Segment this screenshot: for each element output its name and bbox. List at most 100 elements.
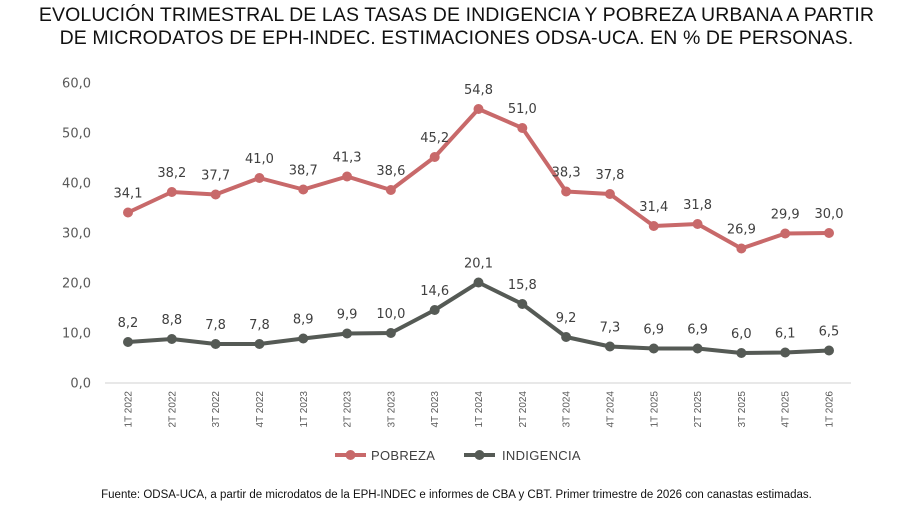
y-axis-ticks: 0,0 10,0 20,0 30,0 40,0 50,0 60,0 bbox=[62, 77, 91, 392]
data-point-pobreza bbox=[385, 185, 396, 195]
data-point-pobreza bbox=[123, 207, 133, 218]
x-tick-label: 1T 2022 bbox=[124, 391, 135, 428]
data-label-indigencia: 6,9 bbox=[687, 323, 708, 338]
x-tick-label: 4T 2024 bbox=[605, 391, 616, 428]
data-label-indigencia: 7,3 bbox=[600, 321, 621, 336]
y-tick-label: 40,0 bbox=[62, 177, 91, 192]
data-label-indigencia: 15,8 bbox=[508, 278, 537, 293]
data-point-indigencia bbox=[604, 341, 615, 352]
x-axis-ticks: 1T 2022 2T 2022 3T 2022 4T 2022 1T 2023 2T 20… bbox=[124, 391, 836, 428]
data-label-pobreza: 51,0 bbox=[508, 102, 537, 117]
data-label-indigencia: 6,5 bbox=[819, 325, 840, 340]
data-label-indigencia: 20,1 bbox=[464, 257, 493, 272]
data-label-pobreza: 45,2 bbox=[420, 131, 449, 146]
data-point-indigencia bbox=[692, 343, 703, 354]
data-label-indigencia: 8,2 bbox=[118, 316, 139, 331]
x-tick-label: 1T 2023 bbox=[299, 391, 310, 428]
data-point-pobreza bbox=[648, 221, 659, 231]
data-point-indigencia bbox=[298, 333, 309, 344]
data-point-indigencia bbox=[166, 334, 177, 344]
data-point-pobreza bbox=[604, 189, 615, 199]
chart-title: EVOLUCIÓN TRIMESTRAL DE LAS TASAS DE IND… bbox=[0, 4, 913, 50]
data-point-pobreza bbox=[561, 186, 572, 197]
data-point-indigencia bbox=[429, 305, 440, 315]
data-label-pobreza: 38,2 bbox=[157, 166, 186, 181]
source-note: Fuente: ODSA-UCA, a partir de microdatos… bbox=[101, 489, 812, 501]
x-tick-label: 4T 2025 bbox=[781, 391, 792, 428]
chart-legend: POBREZA INDIGENCIA bbox=[335, 448, 581, 463]
data-point-indigencia bbox=[648, 343, 659, 354]
y-tick-label: 60,0 bbox=[62, 77, 91, 92]
series-points bbox=[123, 104, 834, 358]
series-line-pobreza bbox=[126, 107, 831, 251]
data-point-indigencia bbox=[385, 328, 396, 338]
data-point-indigencia bbox=[736, 348, 747, 358]
legend-marker-indigencia bbox=[474, 450, 485, 460]
data-label-indigencia: 6,0 bbox=[731, 327, 752, 342]
y-tick-label: 0,0 bbox=[70, 377, 91, 392]
data-label-indigencia: 7,8 bbox=[249, 318, 270, 333]
y-tick-label: 50,0 bbox=[62, 127, 91, 142]
x-tick-label: 2T 2023 bbox=[343, 391, 354, 428]
data-point-pobreza bbox=[736, 243, 747, 254]
data-point-pobreza bbox=[824, 228, 834, 238]
data-point-indigencia bbox=[210, 339, 221, 349]
data-point-indigencia bbox=[561, 332, 572, 342]
data-label-pobreza: 31,4 bbox=[639, 200, 668, 215]
y-tick-label: 30,0 bbox=[62, 227, 91, 242]
data-label-indigencia: 8,9 bbox=[293, 313, 314, 328]
series-lines bbox=[126, 107, 831, 355]
y-tick-label: 10,0 bbox=[62, 327, 91, 342]
legend-label-pobreza: POBREZA bbox=[371, 448, 435, 463]
data-point-pobreza bbox=[780, 228, 791, 239]
y-tick-label: 20,0 bbox=[62, 277, 91, 292]
data-label-pobreza: 54,8 bbox=[464, 83, 493, 98]
data-point-pobreza bbox=[254, 173, 265, 183]
data-point-indigencia bbox=[473, 277, 484, 288]
data-point-indigencia bbox=[824, 345, 834, 356]
data-point-pobreza bbox=[517, 123, 528, 133]
data-label-indigencia: 6,9 bbox=[643, 323, 664, 338]
data-label-indigencia: 8,8 bbox=[161, 313, 182, 328]
x-tick-label: 4T 2022 bbox=[255, 391, 266, 428]
data-point-pobreza bbox=[166, 187, 177, 197]
data-point-pobreza bbox=[342, 171, 353, 182]
x-tick-label: 1T 2026 bbox=[825, 391, 836, 428]
series-line-indigencia bbox=[126, 280, 831, 355]
x-tick-label: 1T 2025 bbox=[649, 391, 660, 428]
data-label-indigencia: 10,0 bbox=[376, 307, 405, 322]
x-tick-label: 2T 2024 bbox=[518, 391, 529, 428]
data-point-pobreza bbox=[298, 184, 309, 195]
data-point-indigencia bbox=[517, 299, 528, 309]
data-point-indigencia bbox=[123, 337, 133, 347]
data-point-indigencia bbox=[254, 339, 265, 349]
data-label-pobreza: 38,7 bbox=[289, 164, 318, 179]
data-label-pobreza: 31,8 bbox=[683, 198, 712, 213]
legend-label-indigencia: INDIGENCIA bbox=[502, 448, 581, 463]
x-tick-label: 3T 2023 bbox=[386, 391, 397, 428]
data-label-pobreza: 26,9 bbox=[727, 223, 756, 238]
data-label-pobreza: 34,1 bbox=[114, 187, 143, 202]
data-label-pobreza: 38,3 bbox=[552, 166, 581, 181]
data-label-pobreza: 37,7 bbox=[201, 169, 230, 184]
data-point-pobreza bbox=[692, 219, 703, 229]
data-point-indigencia bbox=[342, 328, 353, 339]
x-tick-label: 3T 2025 bbox=[737, 391, 748, 428]
data-labels: 34,1 38,2 37,7 41,0 38,7 41,3 38,6 45,2 54,8 51,0… bbox=[114, 83, 844, 342]
x-tick-label: 4T 2023 bbox=[430, 391, 441, 428]
data-label-indigencia: 7,8 bbox=[205, 318, 226, 333]
data-label-pobreza: 37,8 bbox=[595, 168, 624, 183]
data-label-indigencia: 6,1 bbox=[775, 327, 796, 342]
x-tick-label: 3T 2024 bbox=[562, 391, 573, 428]
data-point-indigencia bbox=[780, 347, 791, 358]
data-point-pobreza bbox=[429, 152, 440, 162]
data-point-pobreza bbox=[473, 104, 484, 114]
data-point-pobreza bbox=[210, 189, 221, 200]
data-label-pobreza: 38,6 bbox=[376, 164, 405, 179]
x-tick-label: 3T 2022 bbox=[211, 391, 222, 428]
data-label-indigencia: 9,9 bbox=[337, 308, 358, 323]
data-label-indigencia: 14,6 bbox=[420, 284, 449, 299]
data-label-indigencia: 9,2 bbox=[556, 311, 577, 326]
data-label-pobreza: 30,0 bbox=[815, 207, 844, 222]
